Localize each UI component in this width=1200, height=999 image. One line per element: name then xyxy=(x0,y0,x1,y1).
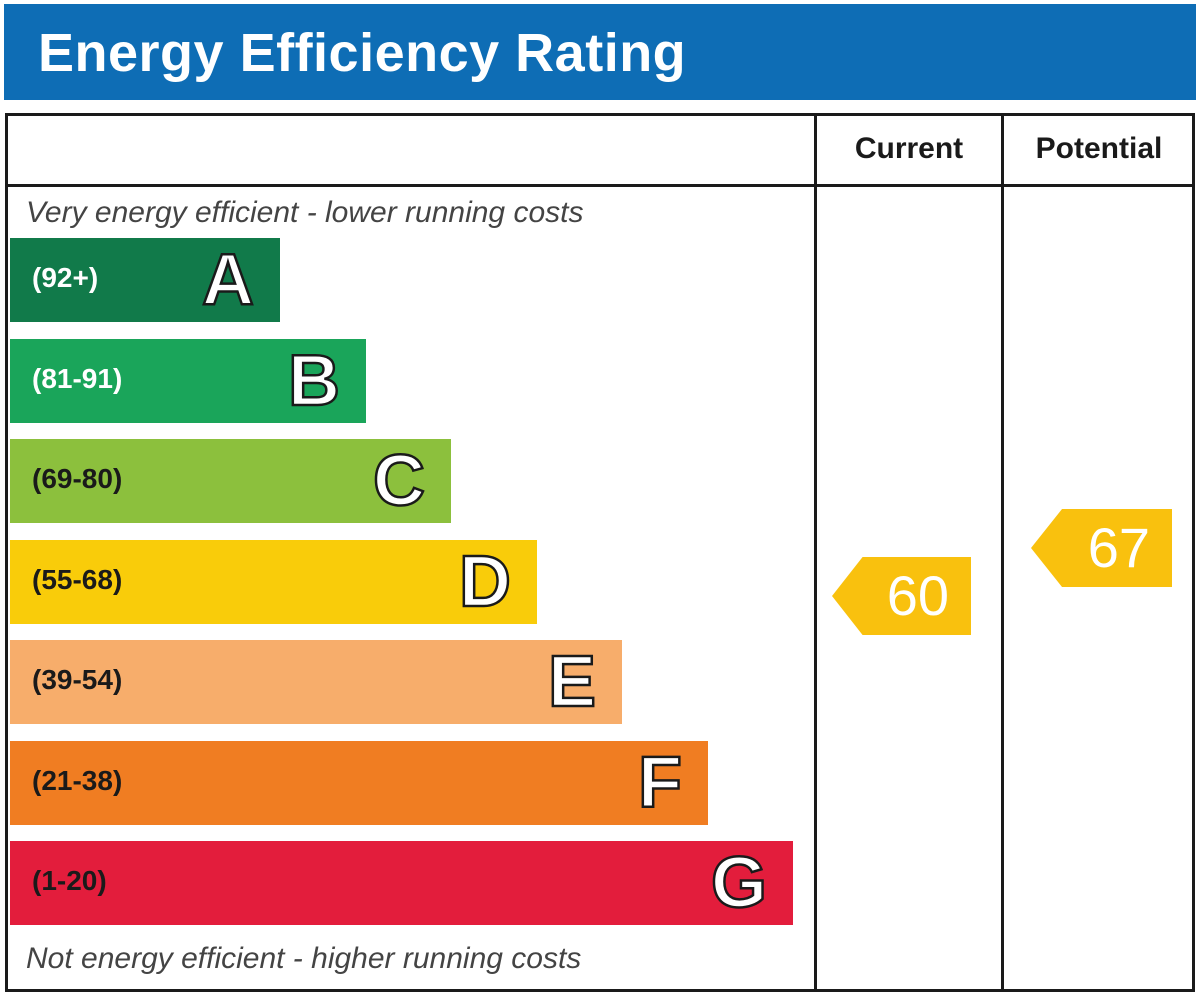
chart-title: Energy Efficiency Rating xyxy=(38,23,687,83)
band-range-label: (92+) xyxy=(32,262,99,293)
current-rating-arrow: 60 xyxy=(832,557,971,635)
column-header-current: Current xyxy=(854,132,964,165)
band-letter: C xyxy=(372,440,427,523)
band-letter: A xyxy=(201,239,256,322)
band-b: (81-91) B xyxy=(10,339,366,423)
band-letter: D xyxy=(458,541,513,624)
band-letter: F xyxy=(637,742,683,825)
band-range-label: (81-91) xyxy=(32,363,123,394)
band-e: (39-54) E xyxy=(10,640,622,724)
band-letter: E xyxy=(547,641,598,724)
note-very-efficient: Very energy efficient - lower running co… xyxy=(26,196,584,229)
band-range-label: (69-80) xyxy=(32,463,123,494)
note-not-efficient: Not energy efficient - higher running co… xyxy=(26,942,582,975)
potential-rating-value: 67 xyxy=(1087,516,1150,579)
band-a: (92+) A xyxy=(10,238,280,322)
band-d: (55-68) D xyxy=(10,540,537,624)
band-range-label: (55-68) xyxy=(32,564,123,595)
column-header-potential: Potential xyxy=(1035,132,1163,165)
band-f: (21-38) F xyxy=(10,741,708,825)
band-c: (69-80) C xyxy=(10,439,451,523)
band-range-label: (21-38) xyxy=(32,765,123,796)
column-divider-current xyxy=(814,113,817,992)
band-range-label: (1-20) xyxy=(32,865,107,896)
title-bar: Energy Efficiency Rating xyxy=(4,4,1196,100)
band-letter: G xyxy=(710,842,769,925)
band-range-label: (39-54) xyxy=(32,664,123,695)
band-letter: B xyxy=(287,340,342,423)
current-rating-value: 60 xyxy=(886,564,949,627)
rating-table xyxy=(5,113,1195,992)
header-row-divider xyxy=(5,184,1195,187)
potential-rating-arrow: 67 xyxy=(1031,509,1172,587)
band-g: (1-20) G xyxy=(10,841,793,925)
column-divider-potential xyxy=(1001,113,1004,992)
